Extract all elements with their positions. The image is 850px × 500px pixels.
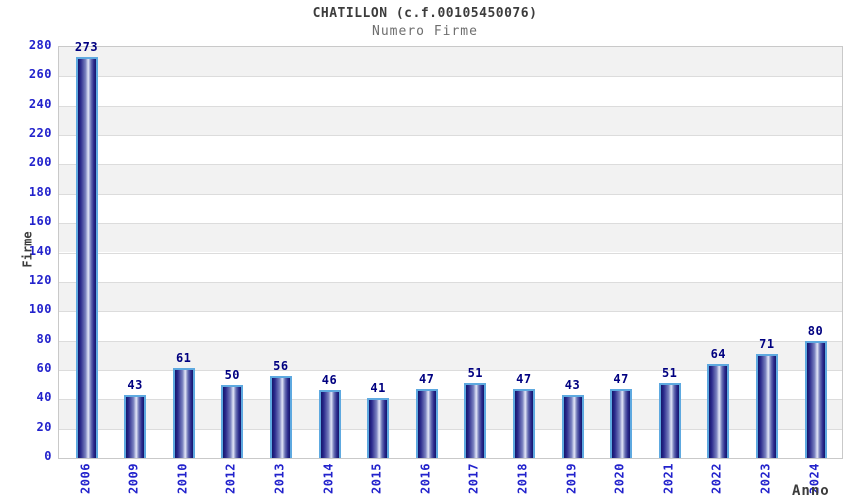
bar [269,375,292,458]
gridline [59,223,842,225]
x-tick-label: 2016 [418,463,433,494]
gridline [59,135,842,137]
y-tick-label: 60 [36,360,52,375]
y-tick-label: 260 [28,67,52,82]
bar [658,383,681,458]
bar [464,383,487,458]
y-tick-label: 180 [28,184,52,199]
plot-band [59,164,842,194]
bar [610,389,633,458]
gridline [59,105,842,107]
gridline [59,340,842,342]
gridline [59,193,842,195]
bar [512,389,535,458]
bar [804,340,827,458]
bar-value-label: 71 [759,336,775,351]
bar-value-label: 56 [273,358,289,373]
bar [707,364,730,458]
gridline [59,369,842,371]
bar-value-label: 43 [564,377,581,392]
plot-band [59,311,842,341]
x-tick-label: 2018 [515,463,530,494]
x-tick-label: 2006 [78,463,92,494]
plot-band [59,135,842,165]
y-tick-label: 140 [28,243,52,258]
x-tick-label: 2015 [369,463,384,494]
bar [172,368,195,458]
plot-band [59,47,842,77]
x-tick-label: 2023 [758,463,773,494]
y-tick-label: 0 [44,449,52,463]
bar [318,390,341,458]
x-tick-label: 2022 [709,463,724,494]
y-axis-title: Firme [20,231,35,268]
bar [755,353,778,458]
y-tick-label: 160 [28,214,52,229]
gridline [59,281,842,283]
y-tick-label: 80 [36,331,52,346]
y-tick-label: 240 [28,96,52,111]
bar-value-label: 50 [224,367,241,382]
bar-value-label: 80 [807,323,824,338]
bar-value-label: 46 [321,373,338,388]
plot-band [59,76,842,106]
gridline [59,76,842,78]
bar [75,57,98,458]
x-tick-label: 2021 [661,463,676,494]
plot-band [59,105,842,136]
bar [367,397,390,458]
x-tick-label: 2013 [272,463,287,494]
chart-title: CHATILLON (c.f.00105450076) [312,6,538,21]
bar-value-label: 64 [710,347,727,362]
y-tick-label: 200 [28,155,52,170]
bar-value-label: 43 [127,377,143,392]
plot-area: 273 43 61 50 56 46 41 47 51 47 43 47 51 64 71 80 [58,40,843,459]
bar [415,389,438,458]
y-tick-label: 20 [36,419,52,434]
chart-subtitle: Numero Firme [372,24,478,39]
x-tick-label: 2017 [466,463,481,494]
bar-value-label: 273 [74,40,99,55]
plot-band [59,193,842,224]
bar-value-label: 47 [613,372,629,386]
x-tick-label: 2010 [175,463,190,494]
y-tick-label: 120 [28,272,52,287]
gridline [59,164,842,166]
bar-value-label: 51 [661,366,678,381]
plot-band [59,281,842,312]
y-tick-label: 100 [28,302,52,317]
x-axis-title: Anno [792,483,830,499]
gridline [59,428,842,430]
bar-value-label: 41 [370,380,386,395]
gridline [59,311,842,313]
bar-value-label: 47 [418,372,435,386]
gridline [59,399,842,401]
x-tick-label: 2012 [223,463,238,494]
bar [561,394,584,458]
y-tick-label: 280 [28,38,52,52]
bar-value-label: 51 [467,366,484,381]
x-tick-label: 2020 [612,463,627,494]
plot-band [59,223,842,253]
bar [221,384,244,458]
y-tick-label: 40 [36,390,52,405]
plot-band [59,252,842,282]
bar [124,394,147,458]
bar-value-label: 61 [175,351,192,366]
gridline [59,252,842,254]
y-tick-label: 220 [28,126,52,141]
x-tick-label: 2014 [321,463,335,494]
bar-value-label: 47 [516,372,532,386]
x-tick-label: 2019 [564,463,578,494]
x-tick-label: 2009 [126,463,141,494]
